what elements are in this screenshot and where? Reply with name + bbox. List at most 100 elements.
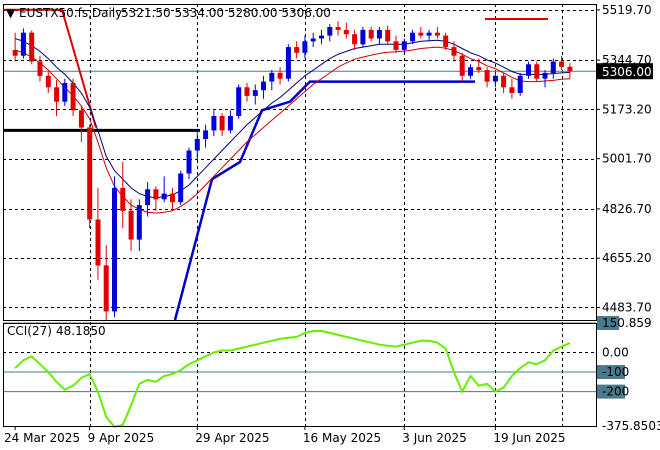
stop-red-line: [3, 8, 97, 128]
candle-body-47: [401, 41, 407, 50]
candle-body-36: [310, 38, 316, 42]
candle-body-3: [37, 61, 43, 76]
candle-body-21: [186, 150, 192, 174]
candle-body-13: [120, 187, 126, 211]
cci-tick-label-1: 0.00: [602, 346, 629, 360]
candle-body-29: [252, 90, 258, 96]
candle-body-52: [443, 35, 449, 48]
stop-blue-line: [173, 80, 475, 321]
last-price-label: 5306.00: [602, 65, 652, 79]
candle-body-20: [178, 173, 184, 203]
candle-body-66: [559, 61, 565, 67]
price-tick-label-2: 5173.20: [602, 102, 652, 116]
candle-body-32: [277, 72, 283, 79]
price-axis: 5519.705344.705173.205001.704826.704655.…: [596, 3, 660, 433]
candle-body-9: [87, 127, 93, 220]
candle-body-56: [476, 67, 482, 71]
cci-panel: [3, 322, 596, 428]
candles: [12, 21, 573, 320]
candle-body-30: [261, 81, 266, 91]
price-tick-label-5: 4655.20: [602, 251, 652, 265]
candle-body-54: [459, 55, 465, 76]
cci-tick-label-3: -200: [602, 385, 629, 399]
cci-upper-badge: [597, 316, 619, 330]
candle-body-37: [319, 35, 324, 39]
candle-body-2: [29, 32, 35, 62]
candle-body-19: [170, 193, 175, 203]
chart-header-arrow: ▼: [6, 6, 16, 20]
candle-body-5: [54, 87, 60, 102]
candle-body-48: [410, 32, 416, 42]
candle-body-59: [501, 75, 507, 88]
candle-body-58: [492, 75, 498, 82]
candle-body-57: [484, 70, 490, 82]
candle-body-0: [12, 50, 18, 56]
cci-value: 48.1850: [56, 324, 106, 338]
grid: [3, 4, 596, 426]
candle-body-7: [70, 83, 76, 111]
price-tick-label-6: 4483.70: [602, 300, 652, 314]
price-tick-label-3: 5001.70: [602, 152, 652, 166]
cci-tick-label-4: -375.8503: [602, 419, 660, 433]
candle-body-25: [219, 116, 225, 131]
candle-body-65: [550, 61, 556, 73]
candle-body-16: [145, 189, 151, 206]
candle-body-11: [103, 265, 109, 312]
level-lines: [3, 8, 596, 321]
candle-body-17: [153, 189, 159, 200]
cci-panel-border: [3, 323, 597, 427]
candle-body-12: [112, 187, 117, 312]
date-tick-label-4: 3 Jun 2025: [402, 431, 467, 445]
chart-frame: [3, 4, 597, 427]
candle-body-55: [468, 67, 473, 76]
candle-body-49: [418, 32, 424, 36]
candle-body-10: [95, 219, 101, 266]
candle-body-6: [62, 83, 68, 102]
date-tick-label-5: 19 Jun 2025: [493, 431, 565, 445]
ma-slow-line: [14, 46, 570, 214]
candle-body-53: [451, 47, 457, 56]
cci-tick-label-0: 150.859: [602, 316, 652, 330]
candle-body-22: [194, 139, 200, 151]
date-tick-label-1: 9 Apr 2025: [88, 431, 155, 445]
price-tick-label-4: 4826.70: [602, 202, 652, 216]
candle-body-23: [203, 130, 209, 139]
candle-body-42: [360, 29, 366, 45]
candle-body-64: [542, 72, 548, 79]
candle-body-44: [376, 29, 382, 39]
date-tick-label-3: 16 May 2025: [303, 431, 381, 445]
candle-body-35: [302, 41, 308, 53]
candle-body-39: [335, 27, 341, 30]
candle-body-8: [78, 110, 84, 128]
candle-body-15: [136, 205, 142, 240]
cci-name: CCI(27): [7, 324, 52, 338]
cci-badge-2: [597, 365, 625, 380]
candle-body-28: [244, 87, 250, 96]
candle-body-45: [385, 29, 391, 42]
candle-body-1: [20, 32, 26, 56]
cci-tick-label-2: -100: [602, 365, 629, 379]
date-tick-label-0: 24 Mar 2025: [4, 431, 80, 445]
candle-body-51: [434, 32, 440, 36]
candle-body-63: [534, 64, 540, 79]
candle-body-33: [285, 47, 291, 79]
candle-body-26: [227, 116, 233, 131]
candle-body-50: [426, 32, 432, 36]
last-price-badge: [597, 63, 653, 80]
chart-ohlc: 5321.50 5334.00 5280.00 5306.00: [121, 6, 331, 20]
candle-body-43: [368, 29, 374, 39]
candle-body-34: [294, 47, 300, 53]
candle-body-67: [567, 66, 573, 72]
candle-body-61: [517, 75, 523, 93]
candle-body-46: [393, 41, 399, 50]
cci-line: [14, 330, 571, 428]
candle-body-4: [45, 75, 51, 88]
candle-body-31: [269, 72, 275, 82]
date-tick-label-2: 29 Apr 2025: [195, 431, 269, 445]
candle-body-60: [509, 87, 515, 93]
candle-body-14: [128, 210, 134, 240]
price-tick-label-0: 5519.70: [602, 3, 652, 17]
date-axis: 24 Mar 2025 9 Apr 2025 29 Apr 2025 16 May 2…: [4, 426, 566, 445]
moving-averages: [14, 38, 570, 214]
